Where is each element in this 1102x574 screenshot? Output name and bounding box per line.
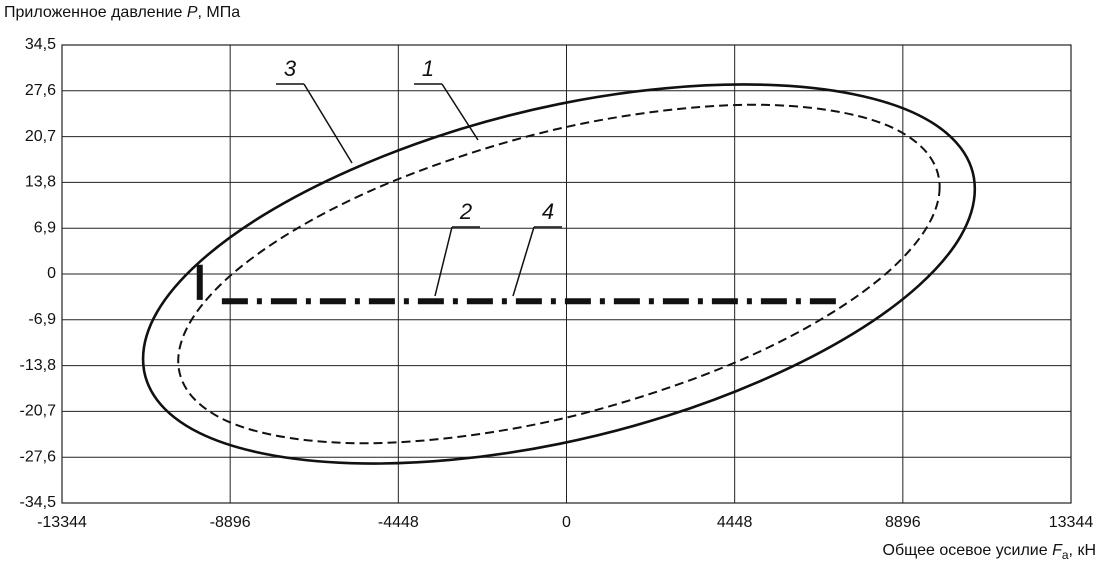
callout-leader: [434, 226, 453, 297]
x-tick-label: 8896: [885, 514, 921, 531]
x-title-sub: a: [1061, 548, 1069, 563]
curve-label: 3: [284, 56, 297, 81]
y-title-text: Приложенное давление: [4, 4, 187, 21]
y-tick-label: -34,5: [20, 494, 57, 511]
x-tick-label: 13344: [1049, 514, 1094, 531]
x-tick-label: -8896: [210, 514, 251, 531]
curve-label: 4: [542, 199, 554, 224]
x-tick-label: -13344: [37, 514, 87, 531]
y-tick-label: -6,9: [28, 311, 56, 328]
x-title-unit: , кН: [1068, 542, 1096, 559]
callout-leader: [303, 83, 353, 164]
curve-label: 1: [422, 56, 434, 81]
y-tick-label: 13,8: [25, 174, 56, 191]
x-axis-title: Общее осевое усилие Fa, кН: [883, 542, 1097, 562]
y-tick-label: -13,8: [20, 357, 57, 374]
y-tick-label: -27,6: [20, 448, 57, 465]
callout-leader: [512, 226, 535, 297]
y-axis-title: Приложенное давление P, МПа: [4, 4, 240, 22]
x-tick-label: 4448: [717, 514, 753, 531]
curve-label: 2: [459, 199, 472, 224]
x-tick-label: 0: [562, 514, 571, 531]
series-line: [141, 83, 977, 465]
x-tick-label: -4448: [378, 514, 419, 531]
y-tick-label: 0: [47, 265, 56, 282]
y-title-symbol: P: [186, 4, 198, 21]
series-line: [177, 103, 941, 445]
y-tick-label: 6,9: [34, 219, 56, 236]
y-tick-label: 27,6: [25, 82, 56, 99]
y-tick-label: 20,7: [25, 128, 56, 145]
plot-frame: [61, 44, 1072, 504]
y-tick-label: -20,7: [20, 403, 57, 420]
x-title-symbol: F: [1052, 542, 1062, 559]
callout-leader: [441, 83, 479, 141]
x-title-text: Общее осевое усилие: [882, 542, 1053, 559]
y-title-unit: , МПа: [197, 4, 241, 21]
y-tick-label: 34,5: [25, 36, 56, 53]
